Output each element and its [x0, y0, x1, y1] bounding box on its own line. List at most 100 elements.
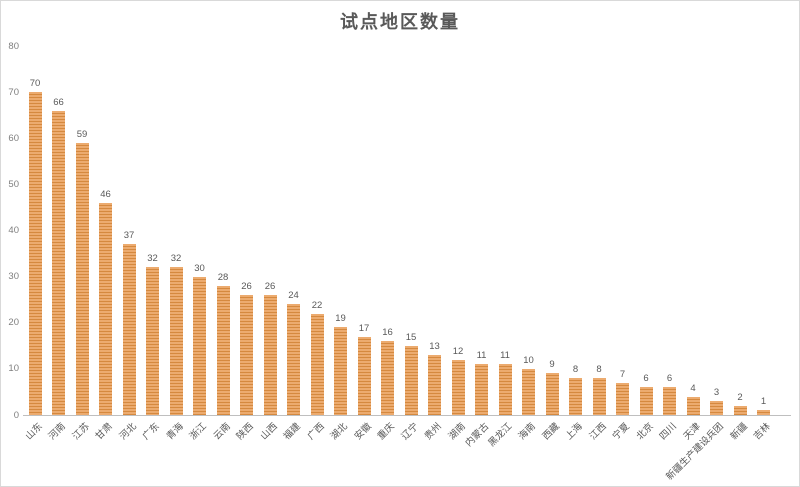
bar [240, 295, 253, 415]
bar [757, 410, 770, 415]
y-axis-tick-label: 50 [8, 178, 19, 190]
x-axis-label: 吉林 [752, 421, 774, 443]
x-axis-label: 贵州 [423, 421, 445, 443]
x-axis-label: 浙江 [188, 421, 210, 443]
bar-value-label: 7 [619, 368, 626, 380]
bar [498, 364, 512, 415]
y-axis-tick-label: 40 [8, 225, 19, 236]
bar-value-label: 11 [476, 350, 487, 362]
bar-value-label: 26 [241, 281, 252, 293]
bar-value-label: 4 [690, 382, 696, 394]
bar [569, 378, 582, 415]
bar-value-label: 16 [382, 327, 393, 339]
bar-value-label: 70 [29, 78, 41, 90]
x-axis-label: 辽宁 [399, 421, 421, 443]
x-axis-label: 山西 [258, 421, 280, 443]
bar-value-label: 3 [713, 387, 720, 399]
bar [357, 336, 371, 415]
bar-value-label: 22 [311, 299, 323, 311]
bar-value-label: 9 [549, 359, 555, 371]
bar [710, 401, 723, 415]
bar-value-label: 32 [170, 253, 182, 265]
x-axis-label: 云南 [211, 421, 233, 443]
bar [122, 244, 136, 415]
bar-value-label: 1 [760, 396, 767, 408]
y-axis-tick-label: 10 [8, 363, 19, 375]
bar [733, 405, 747, 415]
bar-value-label: 15 [405, 331, 417, 343]
bar [310, 313, 324, 415]
bar [99, 202, 112, 415]
bar [263, 295, 277, 415]
bar-value-label: 28 [217, 271, 229, 283]
bar [287, 304, 300, 415]
x-axis-label: 河北 [117, 421, 139, 443]
bar [404, 345, 418, 415]
bar [639, 387, 653, 415]
bar [616, 382, 629, 415]
bar-value-label: 24 [288, 290, 299, 302]
y-axis-tick-label: 80 [8, 40, 19, 52]
bar-value-label: 8 [572, 364, 579, 376]
bar [545, 373, 559, 415]
bar [75, 142, 89, 415]
x-axis-label: 江西 [587, 421, 609, 443]
bar-value-label: 13 [429, 341, 440, 353]
bar-value-label: 10 [523, 354, 534, 366]
bar [451, 359, 465, 415]
bar-value-label: 6 [643, 373, 649, 385]
x-axis-label: 陕西 [235, 421, 257, 443]
bar [522, 368, 535, 415]
bar [475, 364, 488, 415]
bar-value-label: 66 [53, 96, 64, 108]
bar-value-label: 17 [358, 322, 370, 334]
y-axis-tick-label: 30 [8, 271, 19, 283]
bar-value-label: 2 [737, 391, 743, 403]
bar-value-label: 46 [100, 188, 111, 200]
x-axis-label: 海南 [517, 421, 539, 443]
bar-value-label: 8 [596, 364, 602, 376]
x-axis-label: 广东 [141, 421, 163, 443]
x-axis-label: 江苏 [70, 421, 92, 443]
bar-value-label: 26 [264, 281, 276, 293]
bar-value-label: 30 [194, 262, 205, 274]
y-axis-tick-label: 60 [8, 132, 19, 144]
x-axis-label: 四川 [658, 421, 680, 443]
bar [169, 267, 183, 415]
x-axis-label: 河南 [47, 421, 69, 443]
bar-value-label: 11 [500, 350, 510, 362]
x-axis-label: 新疆 [728, 421, 750, 443]
x-axis-label: 山东 [23, 421, 45, 443]
y-axis-tick-label: 70 [8, 86, 19, 98]
bar [334, 327, 347, 415]
x-axis-label: 上海 [564, 421, 586, 443]
bar-value-label: 37 [123, 230, 135, 242]
bar [663, 387, 676, 415]
x-axis-label: 宁夏 [611, 421, 633, 443]
y-axis-tick-label: 20 [8, 317, 19, 329]
x-axis-label: 青海 [164, 421, 186, 443]
bar-value-label: 19 [335, 313, 346, 325]
bar [216, 285, 230, 415]
x-axis-label: 北京 [634, 421, 656, 443]
bar [686, 396, 700, 415]
bar-value-label: 32 [147, 253, 158, 265]
x-axis-line [23, 414, 791, 416]
x-axis-label: 黑龙江 [486, 421, 515, 449]
bar [52, 110, 65, 415]
bar [428, 355, 441, 415]
x-axis-label: 内蒙古 [463, 421, 492, 449]
x-axis-label: 重庆 [376, 421, 398, 443]
bar [381, 341, 394, 415]
bar [146, 267, 159, 415]
bar-value-label: 59 [76, 128, 88, 140]
bar-value-label: 12 [452, 345, 464, 357]
x-axis-label: 广西 [305, 421, 327, 443]
bar [28, 92, 42, 415]
bar [193, 276, 206, 415]
x-axis-label: 甘肃 [94, 421, 116, 443]
x-axis-label: 西藏 [540, 421, 562, 443]
x-axis-label: 福建 [282, 421, 304, 443]
y-axis-tick-label: 0 [13, 409, 19, 421]
